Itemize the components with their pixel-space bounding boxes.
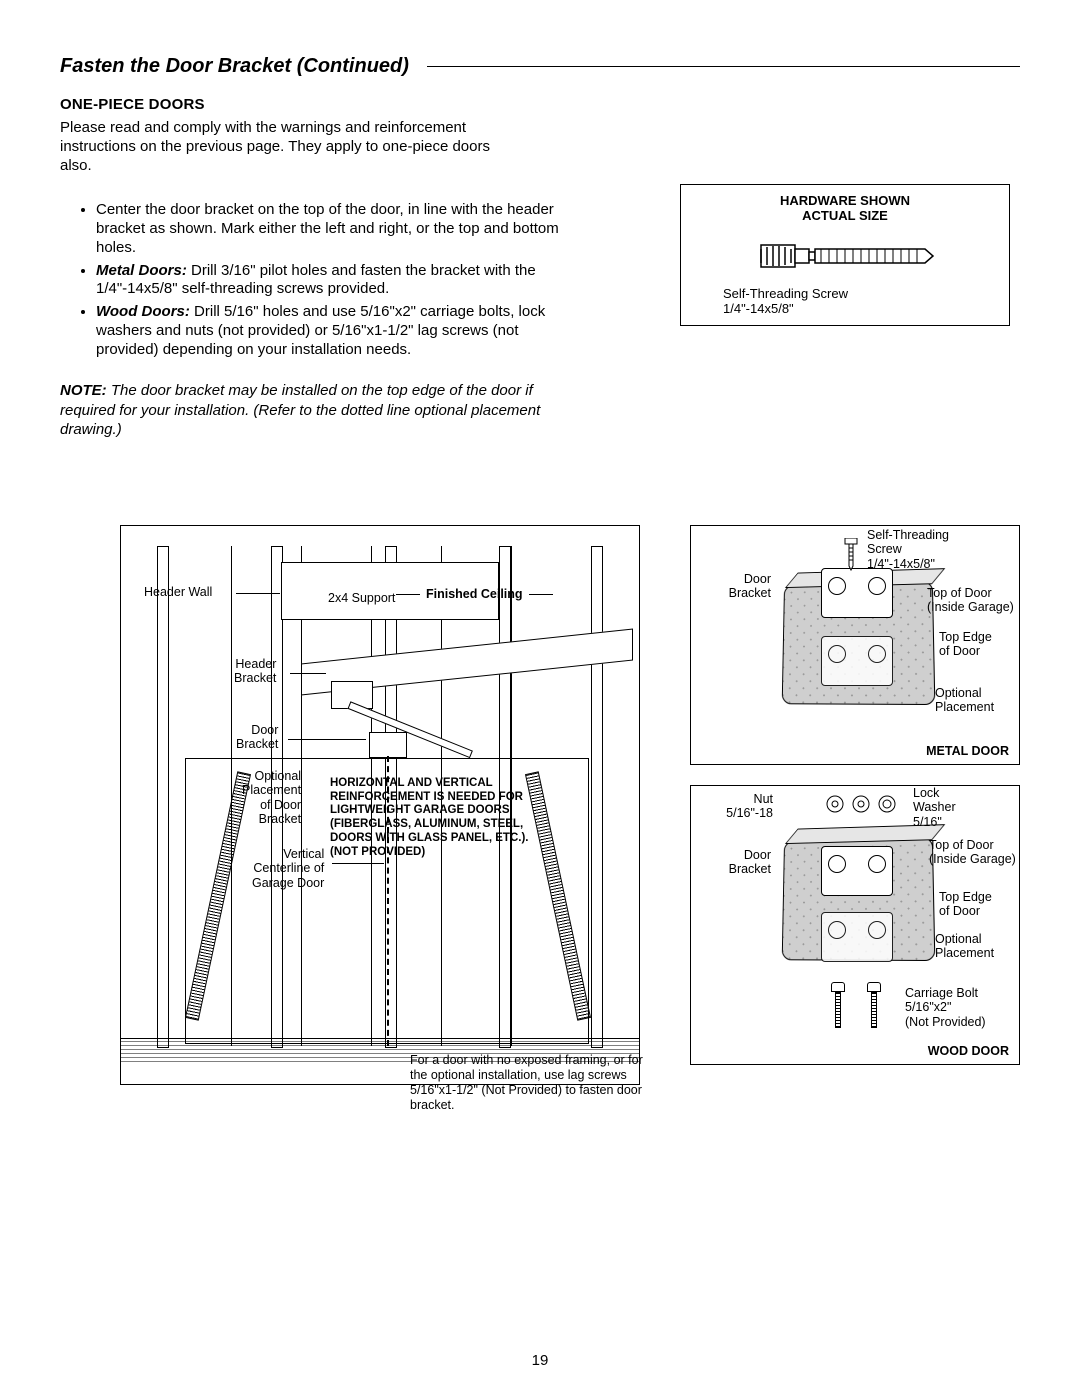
label-header-bracket: Header Bracket xyxy=(234,657,276,686)
intro-paragraph: Please read and comply with the warnings… xyxy=(60,119,490,175)
metal-bracket-optional xyxy=(821,636,893,686)
label-door-bracket: Door Bracket xyxy=(236,723,278,752)
label-top-edge: Top Edge of Door xyxy=(939,890,992,919)
label-nut: Nut 5/16"-18 xyxy=(697,792,773,821)
hw-caption: Self-Threading Screw 1/4"-14x5/8" xyxy=(723,287,997,317)
reinforcement-note: HORIZONTAL AND VERTICAL REINFORCEMENT IS… xyxy=(330,777,552,860)
hw-line1: HARDWARE SHOWN xyxy=(693,193,997,208)
section-header: Fasten the Door Bracket (Continued) xyxy=(60,55,1020,78)
wood-door-detail: Nut 5/16"-18 Lock Washer 5/16" Door Brac… xyxy=(690,785,1020,1065)
label-header-wall: Header Wall xyxy=(144,585,212,599)
right-column: HARDWARE SHOWN ACTUAL SIZE xyxy=(680,96,1020,455)
foot-note: For a door with no exposed framing, or f… xyxy=(410,1053,650,1113)
label-carriage-bolt: Carriage Bolt 5/16"x2" (Not Provided) xyxy=(905,986,986,1029)
label-optional-placement: Optional Placement of Door Bracket xyxy=(242,769,301,827)
note-text: The door bracket may be installed on the… xyxy=(60,382,540,438)
note-paragraph: NOTE: The door bracket may be installed … xyxy=(60,381,570,440)
stud xyxy=(157,546,169,1048)
label-2x4: 2x4 Support xyxy=(328,591,395,605)
header-rule xyxy=(427,66,1020,67)
label-lock-washer: Lock Washer 5/16" xyxy=(913,786,956,829)
bullet-3: Wood Doors: Drill 5/16" holes and use 5/… xyxy=(96,303,570,359)
wood-bracket-optional xyxy=(821,912,893,962)
bullet-2-label: Metal Doors: xyxy=(96,262,187,279)
carriage-bolt-icon xyxy=(867,982,879,1024)
lead-line xyxy=(290,673,326,674)
label-finished-ceiling: Finished Ceiling xyxy=(390,587,559,601)
metal-door-title: METAL DOOR xyxy=(926,744,1009,758)
note-label: NOTE: xyxy=(60,382,107,399)
door-bracket-shape xyxy=(369,732,407,758)
hw-caption-l1: Self-Threading Screw xyxy=(723,287,997,302)
section-title: Fasten the Door Bracket (Continued) xyxy=(60,55,427,78)
stud xyxy=(591,546,603,1048)
arm-shape xyxy=(348,701,473,758)
screw-icon xyxy=(755,229,935,283)
label-top-edge: Top Edge of Door xyxy=(939,630,992,659)
bullet-list: Center the door bracket on the top of th… xyxy=(60,201,570,359)
label-top-of-door: Top of Door (Inside Garage) xyxy=(927,586,1014,615)
tiny-screw-icon xyxy=(843,538,859,572)
hw-caption-l2: 1/4"-14x5/8" xyxy=(723,302,997,317)
label-optional: Optional Placement xyxy=(935,932,994,961)
wood-door-title: WOOD DOOR xyxy=(928,1044,1009,1058)
label-door-bracket: Door Bracket xyxy=(697,572,771,601)
carriage-bolt-icon xyxy=(831,982,843,1024)
hardware-box: HARDWARE SHOWN ACTUAL SIZE xyxy=(680,184,1010,326)
page: Fasten the Door Bracket (Continued) ONE-… xyxy=(0,0,1080,1397)
lead-line xyxy=(236,593,280,594)
label-vcl: Vertical Centerline of Garage Door xyxy=(252,847,324,890)
hw-line2: ACTUAL SIZE xyxy=(693,208,997,223)
label-door-bracket: Door Bracket xyxy=(697,848,771,877)
page-number: 19 xyxy=(0,1352,1080,1369)
lead-line xyxy=(288,739,366,740)
diagrams-region: Header Wall 2x4 Support Finished Ceiling… xyxy=(60,525,1020,1125)
lead-line xyxy=(332,863,384,864)
label-screw: Self-Threading Screw 1/4"-14x5/8" xyxy=(867,528,949,571)
subtitle: ONE-PIECE DOORS xyxy=(60,96,570,113)
content-columns: ONE-PIECE DOORS Please read and comply w… xyxy=(60,96,1020,455)
nut-washer-icon xyxy=(821,792,901,816)
wood-bracket xyxy=(821,846,893,896)
metal-bracket xyxy=(821,568,893,618)
left-column: ONE-PIECE DOORS Please read and comply w… xyxy=(60,96,570,455)
bullet-2: Metal Doors: Drill 3/16" pilot holes and… xyxy=(96,262,570,300)
metal-door-detail: Self-Threading Screw 1/4"-14x5/8" Door B… xyxy=(690,525,1020,765)
label-top-of-door: Top of Door (Inside Garage) xyxy=(929,838,1016,867)
floor-line xyxy=(121,1038,639,1039)
bullet-3-label: Wood Doors: xyxy=(96,303,190,320)
label-optional: Optional Placement xyxy=(935,686,994,715)
bullet-1: Center the door bracket on the top of th… xyxy=(96,201,570,257)
